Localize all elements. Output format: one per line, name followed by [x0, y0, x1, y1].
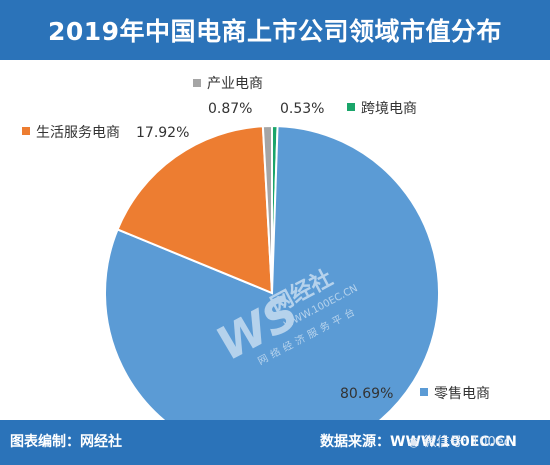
wechat-watermark: ◉ 微信号: 100ec [408, 420, 511, 465]
wechat-icon: ◉ [408, 435, 424, 450]
legend-swatch-life-service [22, 127, 30, 135]
header-bar: 2019年中国电商上市公司领域市值分布 [0, 0, 550, 60]
label-industrial-value: 0.87% [208, 101, 252, 117]
legend-swatch-cross-border [347, 103, 355, 111]
label-cross-border-name: 跨境电商 [361, 101, 417, 117]
label-cross-border-value: 0.53% [280, 101, 324, 117]
legend-swatch-industrial [193, 79, 201, 87]
label-life-service-value: 17.92% [136, 125, 189, 141]
wechat-id: 微信号: 100ec [423, 435, 511, 450]
slice-retail [104, 125, 440, 420]
label-life-service-name: 生活服务电商 [36, 125, 120, 141]
chart-area: WS 网经社 WWW.100EC.CN 网络经济服务平台 产业电商 0.87% 0.53% 跨… [0, 60, 550, 420]
footer-credit: 图表编制：网经社 [10, 434, 122, 450]
slice-life-service [116, 125, 274, 295]
label-retail-name: 零售电商 [434, 386, 490, 402]
footer-bar: 图表编制：网经社 数据来源：WWW.100EC.CN ◉ 微信号: 100ec [0, 420, 550, 465]
chart-title: 2019年中国电商上市公司领域市值分布 [47, 17, 503, 46]
slice-industrial [261, 124, 273, 294]
legend-swatch-retail [420, 388, 428, 396]
label-retail-value: 80.69% [340, 386, 393, 402]
label-industrial-name: 产业电商 [207, 76, 263, 92]
footer-source: 数据来源：WWW.100EC.CN [320, 434, 517, 450]
